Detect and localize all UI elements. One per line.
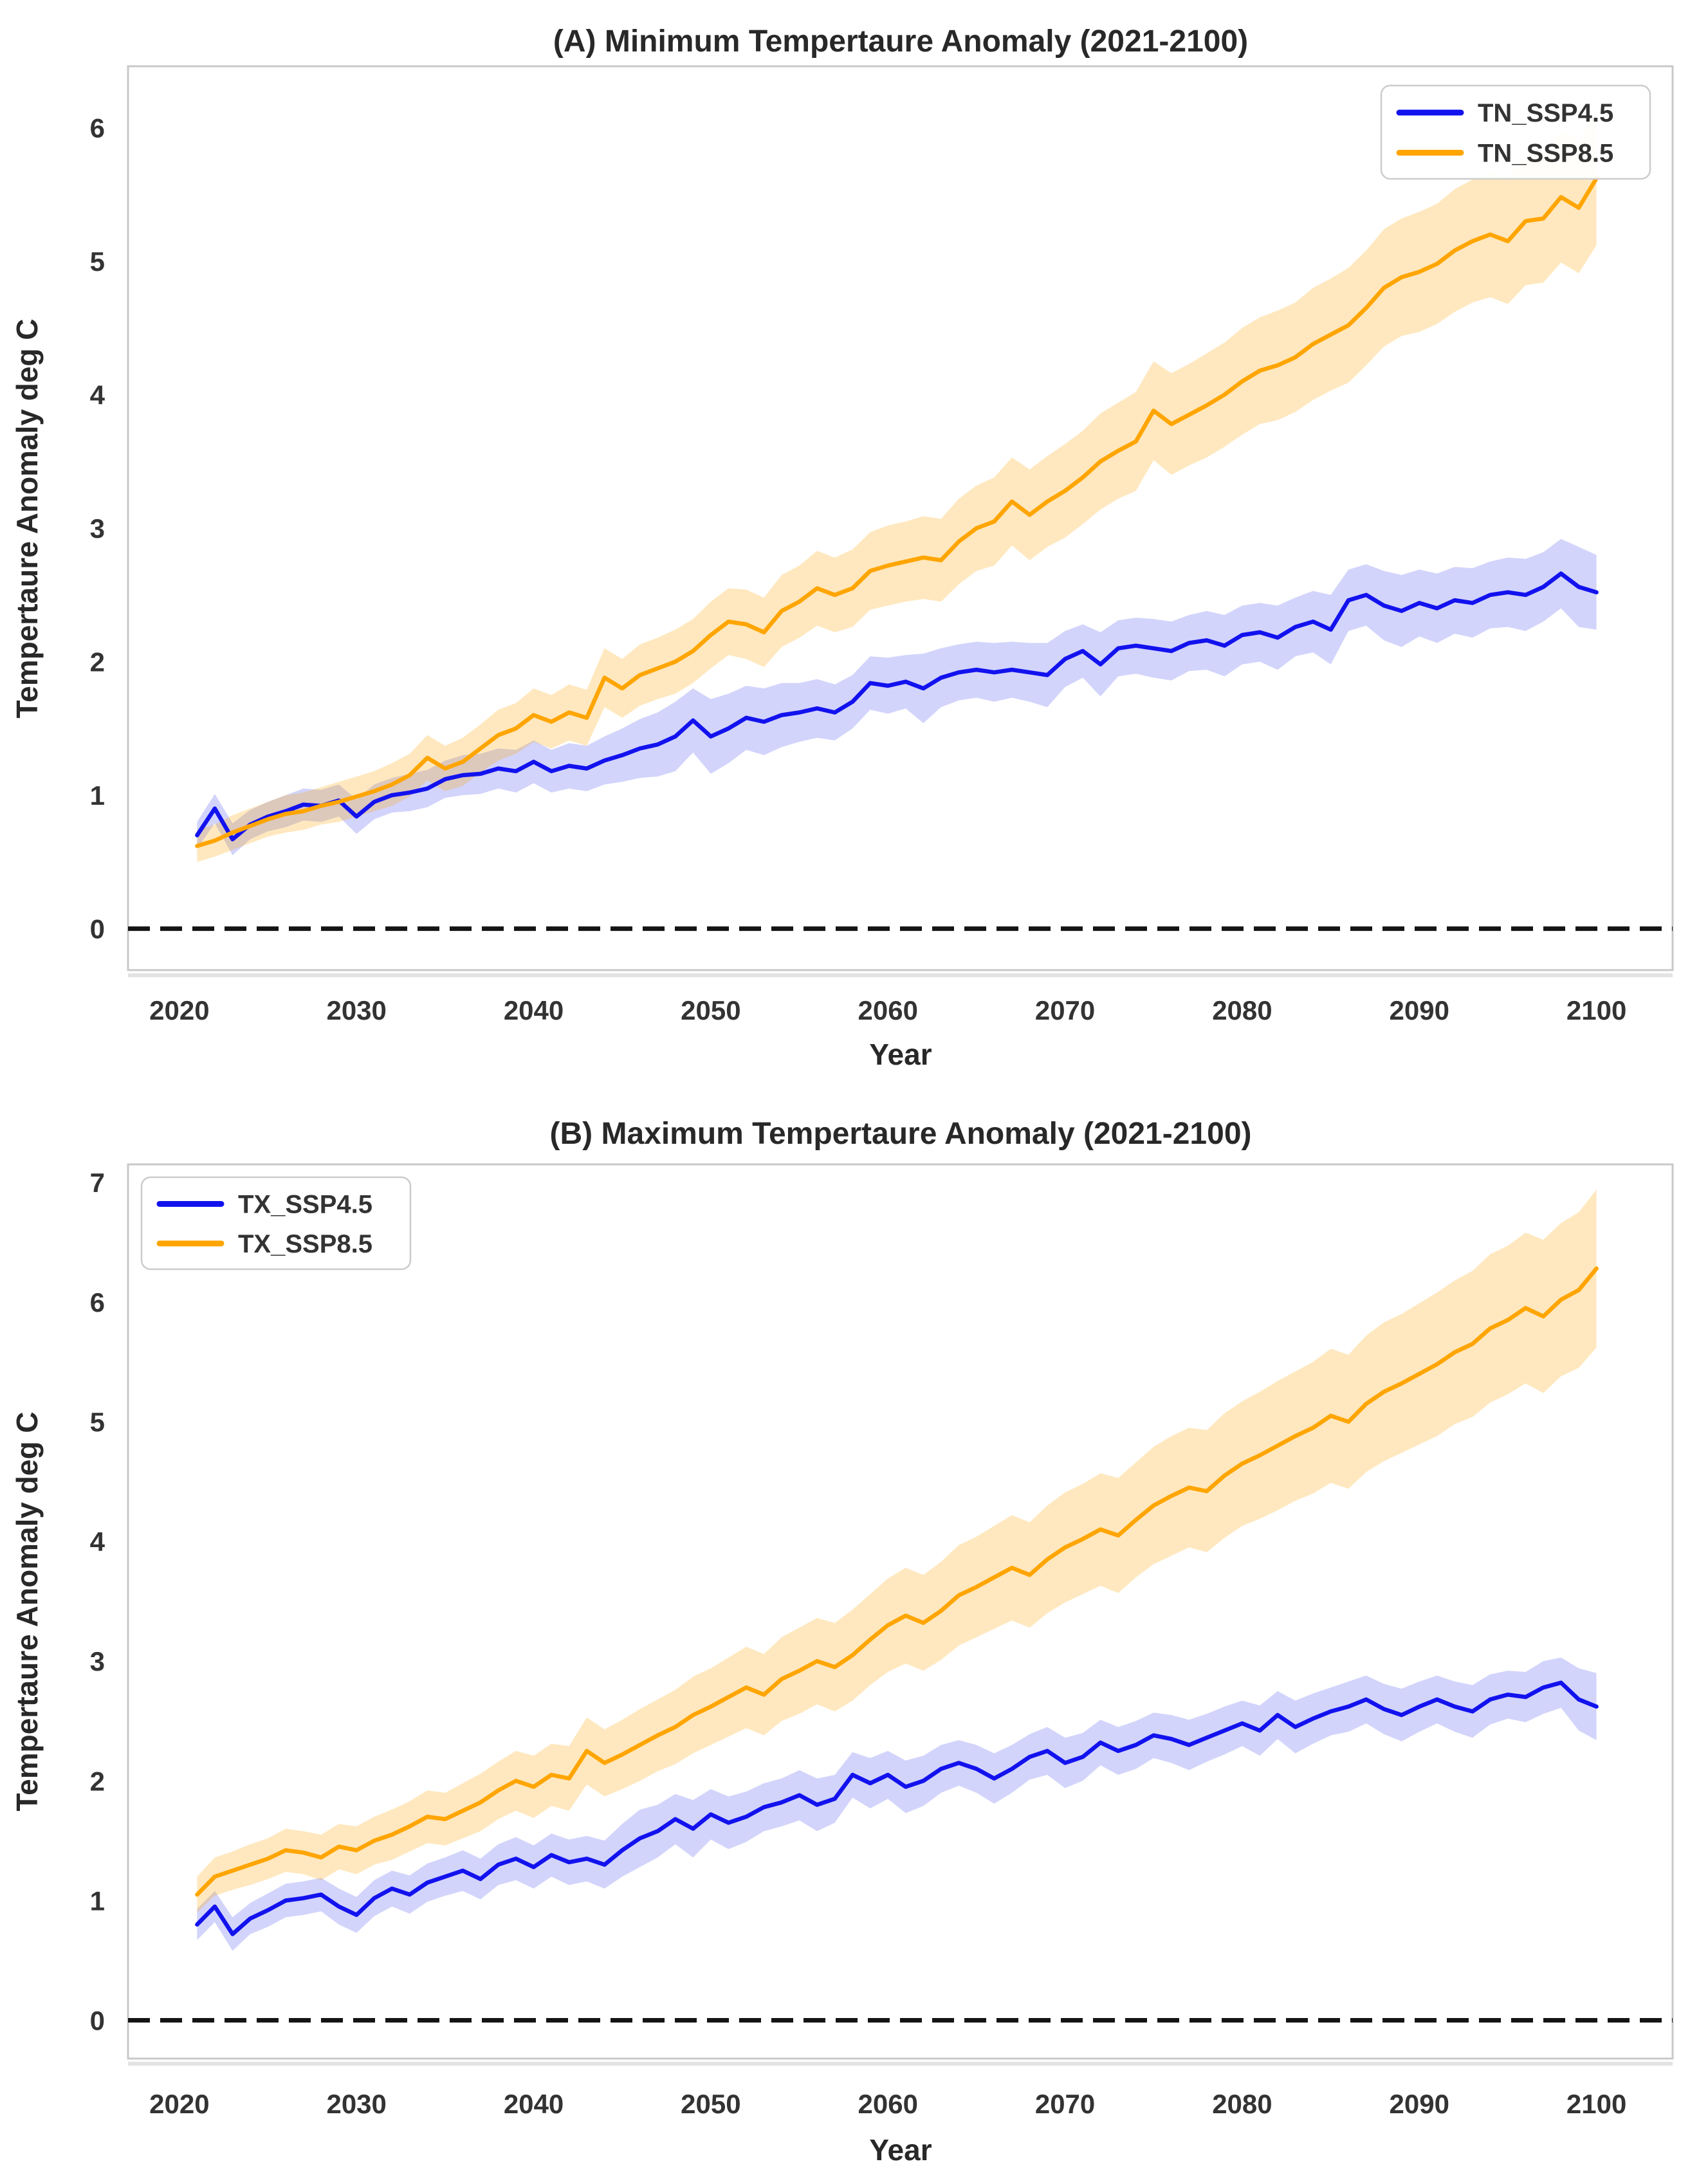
series-line-tn_ssp4.5 — [195, 571, 1599, 841]
chart-a-xlabel: Year — [869, 1038, 932, 1071]
x-tick-label: 2070 — [1035, 995, 1095, 1025]
y-tick-label: 4 — [90, 1527, 106, 1557]
x-tick-label: 2070 — [1035, 2089, 1095, 2119]
chart-b-title: (B) Maximum Tempertaure Anomaly (2021-21… — [549, 1117, 1251, 1151]
x-tick-label: 2040 — [504, 2089, 564, 2119]
y-tick-label: 6 — [90, 113, 105, 143]
x-tick-label: 2050 — [681, 995, 740, 1025]
chart-a-ylabel: Tempertaure Anomaly deg C — [10, 318, 44, 718]
x-tick-label: 2030 — [326, 2089, 386, 2119]
series-line-tn_ssp8.5 — [195, 176, 1599, 849]
x-tick-label: 2060 — [858, 2089, 918, 2119]
plot-frame — [127, 1163, 1674, 2060]
confidence-band-tx_ssp8.5 — [197, 1189, 1597, 1913]
confidence-band-tx_ssp4.5 — [197, 1657, 1597, 1951]
legend-label: TN_SSP4.5 — [1478, 99, 1613, 127]
x-tick-label: 2090 — [1390, 2089, 1449, 2119]
x-tick-label: 2100 — [1566, 2089, 1626, 2119]
y-tick-label: 5 — [90, 1407, 105, 1437]
legend-label: TN_SSP8.5 — [1478, 139, 1613, 167]
plot-frame — [127, 65, 1674, 971]
x-tick-label: 2080 — [1212, 995, 1272, 1025]
confidence-band-tn_ssp8.5 — [197, 111, 1597, 862]
legend-label: TX_SSP8.5 — [238, 1230, 372, 1258]
series-line-tx_ssp8.5 — [195, 1266, 1599, 1897]
x-tick-label: 2020 — [149, 2089, 209, 2119]
confidence-band-tn_ssp4.5 — [197, 538, 1597, 856]
chart-b-ylabel: Tempertaure Anomaly deg C — [10, 1411, 44, 1811]
x-tick-label: 2090 — [1390, 995, 1449, 1025]
x-tick-label: 2060 — [858, 995, 918, 1025]
legend-a: TN_SSP4.5 TN_SSP8.5 — [1380, 84, 1651, 180]
y-tick-label: 3 — [90, 1646, 105, 1676]
chart-a-generated: 2020 2030 2040 2050 2060 2070 2080 2090 2100 0 1 2 3… — [90, 65, 1674, 1025]
x-tick-label: 2080 — [1212, 2089, 1272, 2119]
x-tick-label: 2020 — [149, 995, 209, 1025]
legend-label: TX_SSP4.5 — [238, 1190, 372, 1218]
y-tick-label: 4 — [90, 380, 106, 410]
y-tick-label: 6 — [90, 1287, 105, 1317]
x-tick-label: 2050 — [681, 2089, 740, 2119]
chart-b-generated: 2020 2030 2040 2050 2060 2070 2080 2090 2100 0 1 2 3… — [90, 1163, 1674, 2119]
y-tick-label: 1 — [90, 1886, 105, 1916]
x-tick-label: 2040 — [504, 995, 564, 1025]
x-tick-label: 2100 — [1566, 995, 1626, 1025]
series-line-tx_ssp4.5 — [195, 1680, 1599, 1936]
y-tick-label: 2 — [90, 1766, 105, 1796]
chart-a-title: (A) Minimum Tempertaure Anomaly (2021-21… — [553, 24, 1248, 59]
y-tick-label: 5 — [90, 246, 105, 277]
legend-b: TX_SSP4.5 TX_SSP8.5 — [140, 1176, 412, 1271]
y-tick-label: 3 — [90, 513, 105, 544]
x-tick-label: 2030 — [326, 995, 386, 1025]
y-tick-label: 7 — [90, 1168, 105, 1198]
y-tick-label: 0 — [90, 2005, 105, 2035]
chart-b-xlabel: Year — [869, 2133, 932, 2167]
y-tick-label: 0 — [90, 914, 105, 944]
y-tick-label: 1 — [90, 780, 105, 811]
y-tick-label: 2 — [90, 647, 105, 677]
